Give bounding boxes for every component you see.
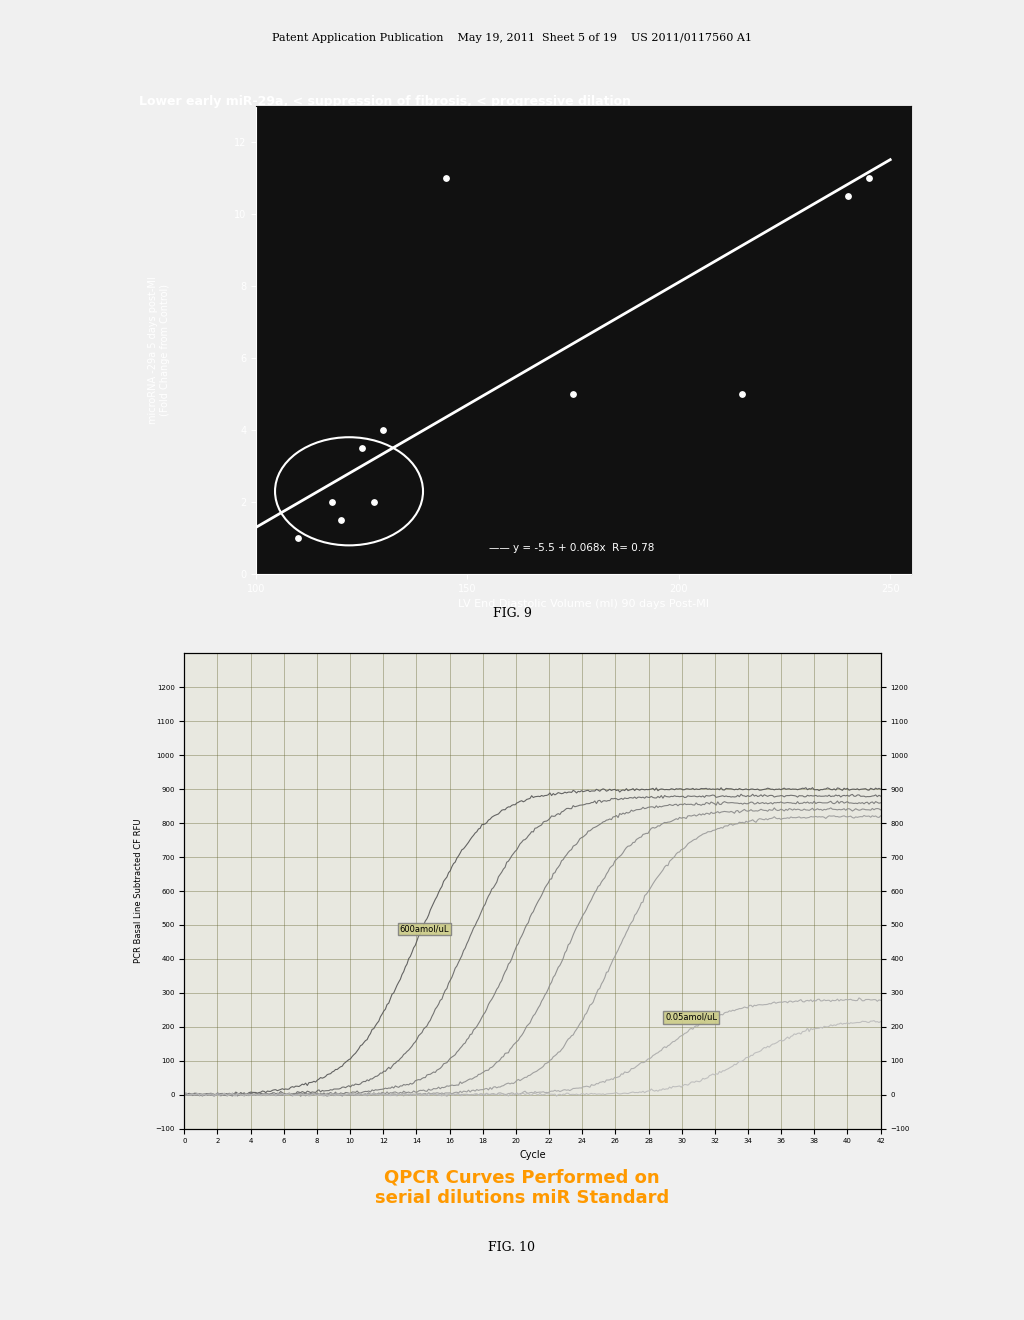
Point — [840, 185, 856, 206]
Point — [290, 528, 306, 549]
Text: FIG. 10: FIG. 10 — [488, 1241, 536, 1254]
Point — [367, 491, 383, 512]
X-axis label: Cycle: Cycle — [519, 1150, 546, 1160]
Point — [333, 510, 349, 531]
Point — [324, 491, 340, 512]
Text: microRNA -29a 5 days post-MI
(Fold Change from Control): microRNA -29a 5 days post-MI (Fold Chang… — [147, 276, 170, 424]
Text: QPCR Curves Performed on
serial dilutions miR Standard: QPCR Curves Performed on serial dilution… — [375, 1168, 670, 1206]
Point — [438, 168, 455, 189]
Text: Patent Application Publication    May 19, 2011  Sheet 5 of 19    US 2011/0117560: Patent Application Publication May 19, 2… — [272, 33, 752, 44]
Point — [734, 383, 751, 404]
Point — [353, 437, 370, 458]
Point — [861, 168, 878, 189]
X-axis label: LV End Diastolic Volume (ml) 90 days Post-MI: LV End Diastolic Volume (ml) 90 days Pos… — [458, 599, 710, 610]
Text: miRNA Quantification amol/ul: miRNA Quantification amol/ul — [359, 700, 685, 718]
Text: PCR Basal Line Subtracted CF RFU: PCR Basal Line Subtracted CF RFU — [134, 818, 142, 964]
Text: 600amol/uL: 600amol/uL — [399, 925, 450, 933]
Text: Lower early miR-29a, < suppression of fibrosis, < progressive dilation: Lower early miR-29a, < suppression of fi… — [139, 95, 631, 108]
Point — [565, 383, 582, 404]
Text: FIG. 9: FIG. 9 — [493, 607, 531, 620]
Text: 0.05amol/uL: 0.05amol/uL — [666, 1012, 717, 1022]
Point — [375, 420, 391, 441]
Text: —— y = -5.5 + 0.068x  R= 0.78: —— y = -5.5 + 0.068x R= 0.78 — [488, 543, 654, 553]
FancyBboxPatch shape — [195, 671, 850, 752]
